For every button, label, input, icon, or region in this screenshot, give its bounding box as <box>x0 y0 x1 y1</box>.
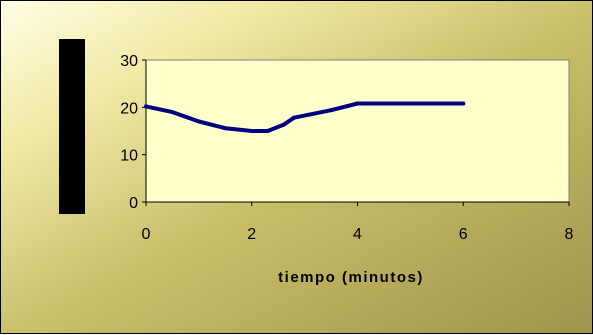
x-tick-label: 4 <box>353 226 362 243</box>
data-point <box>249 129 254 133</box>
data-point <box>329 108 334 113</box>
data-point <box>461 101 466 106</box>
x-tick-label: 6 <box>459 226 468 243</box>
y-tick-label: 0 <box>129 195 138 212</box>
x-axis-label: tiempo (minutos) <box>278 269 424 286</box>
series-layer <box>144 101 466 133</box>
plot-area <box>145 59 570 203</box>
data-point <box>170 110 175 115</box>
data-point <box>144 104 148 109</box>
series-line-0 <box>144 101 466 133</box>
x-tick-label: 8 <box>565 226 574 243</box>
data-point <box>292 115 297 120</box>
data-point <box>408 101 413 106</box>
x-tick-label: 2 <box>247 226 256 243</box>
y-tick-label: 30 <box>120 53 138 70</box>
data-point <box>223 126 228 131</box>
data-point <box>355 101 360 106</box>
x-axis-ticks: 0 2 4 6 8 <box>142 202 574 243</box>
data-point <box>196 119 201 124</box>
y-axis-label-block <box>59 39 85 214</box>
y-tick-label: 10 <box>120 148 138 165</box>
data-point <box>265 129 270 133</box>
y-tick-label: 20 <box>120 100 138 117</box>
y-axis-ticks: 0 10 20 30 <box>120 53 146 212</box>
x-tick-label: 0 <box>142 226 151 243</box>
data-point <box>281 122 286 127</box>
